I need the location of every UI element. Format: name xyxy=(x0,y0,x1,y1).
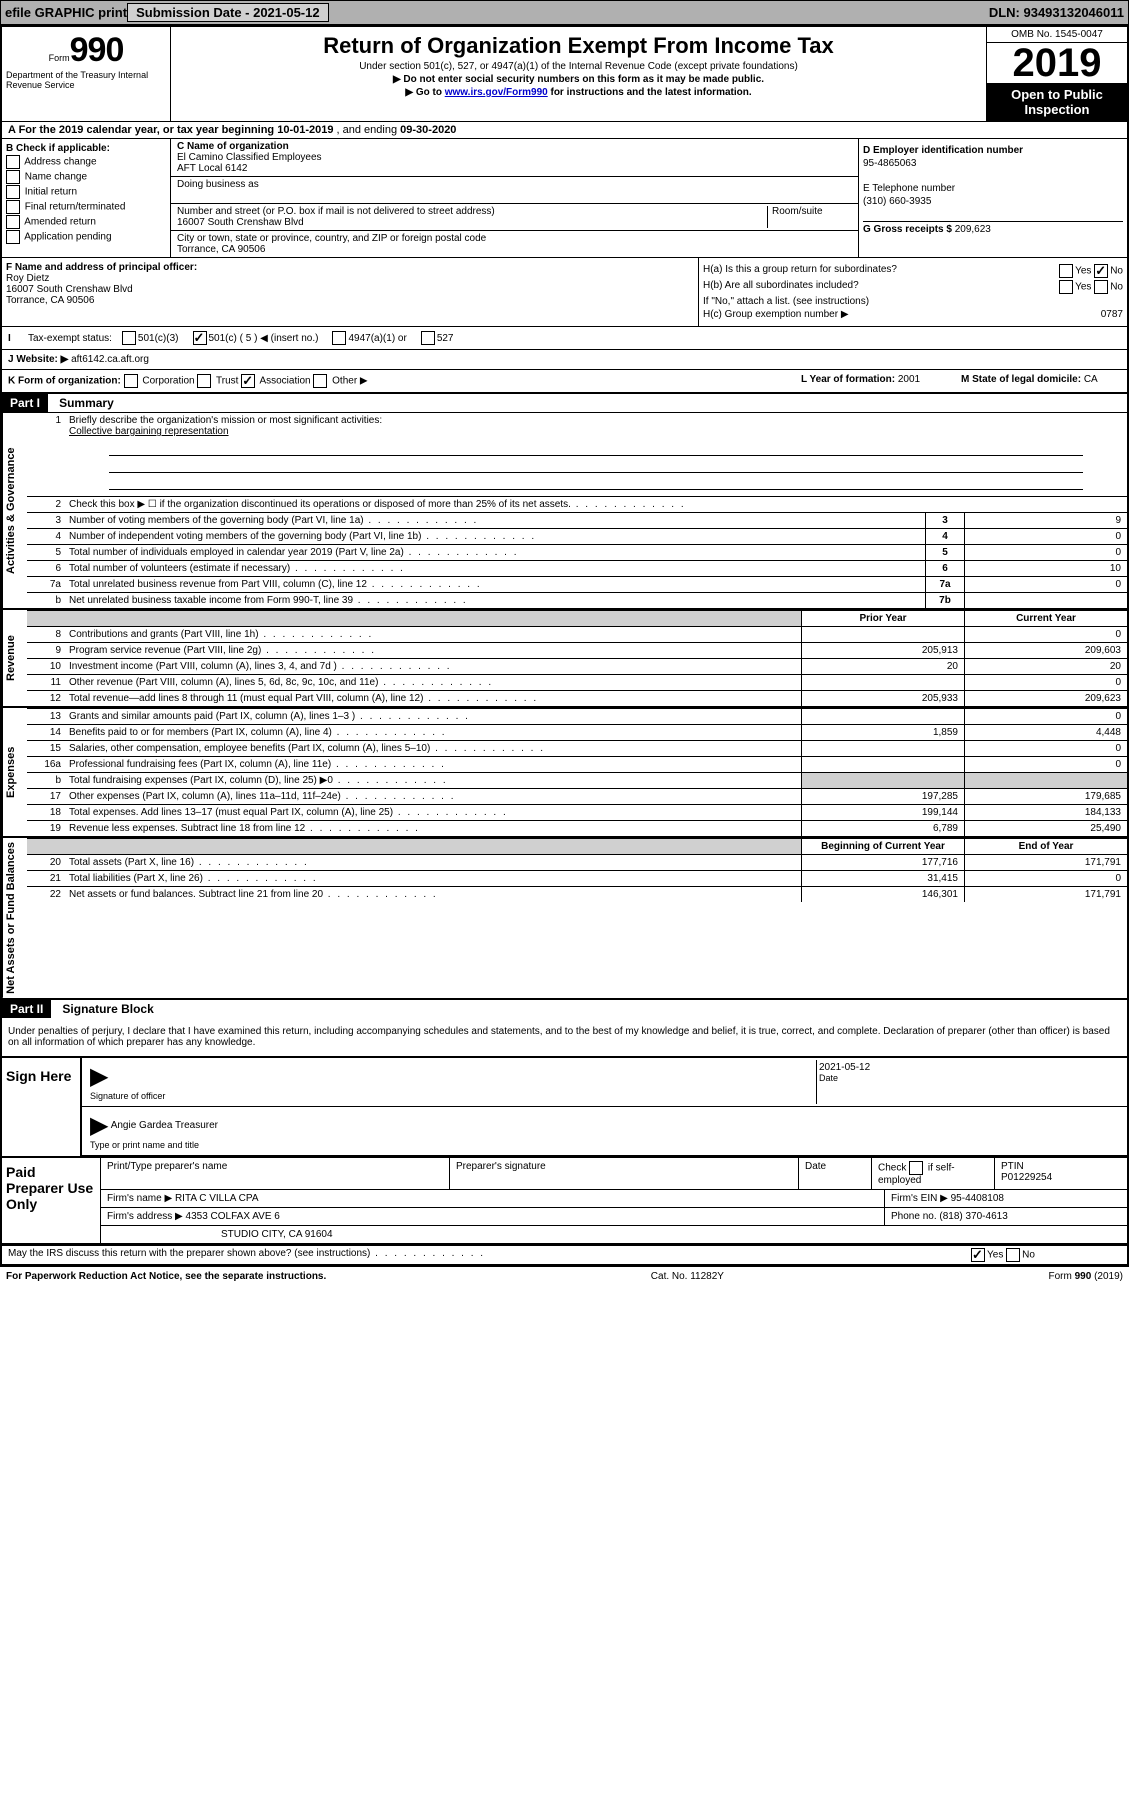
501c3-checkbox[interactable] xyxy=(122,331,136,345)
check-applicable-box: B Check if applicable: Address change Na… xyxy=(2,139,171,257)
initial-return-checkbox[interactable] xyxy=(6,185,20,199)
527-checkbox[interactable] xyxy=(421,331,435,345)
submission-date-button[interactable]: Submission Date - 2021-05-12 xyxy=(127,3,329,22)
subordinates-yes[interactable] xyxy=(1059,280,1073,294)
officer-name: Roy Dietz xyxy=(6,273,49,284)
form-number-box: Form990 Department of the Treasury Inter… xyxy=(2,27,171,121)
year-formation: 2001 xyxy=(898,374,920,385)
officer-signature-name: Angie Gardea Treasurer xyxy=(111,1120,218,1131)
signature-date: 2021-05-12 xyxy=(819,1062,870,1073)
name-change-checkbox[interactable] xyxy=(6,170,20,184)
subtitle-2: ▶ Do not enter social security numbers o… xyxy=(175,74,982,85)
city-state-zip: Torrance, CA 90506 xyxy=(177,244,265,255)
paperwork-notice: For Paperwork Reduction Act Notice, see … xyxy=(6,1271,326,1282)
phone: (310) 660-3935 xyxy=(863,196,1123,207)
state-domicile: CA xyxy=(1084,374,1098,385)
open-inspection: Open to Public Inspection xyxy=(987,83,1127,121)
application-pending-checkbox[interactable] xyxy=(6,230,20,244)
final-return-checkbox[interactable] xyxy=(6,200,20,214)
exemption-number: 0787 xyxy=(1101,309,1123,320)
subtitle-1: Under section 501(c), 527, or 4947(a)(1)… xyxy=(175,61,982,72)
other-checkbox[interactable] xyxy=(313,374,327,388)
form-container: Form990 Department of the Treasury Inter… xyxy=(0,25,1129,1267)
section-label: Activities & Governance xyxy=(2,413,27,608)
catalog-number: Cat. No. 11282Y xyxy=(651,1271,724,1282)
form-title: Return of Organization Exempt From Incom… xyxy=(175,33,982,59)
subordinates-no[interactable] xyxy=(1094,280,1108,294)
form-number: 990 xyxy=(70,31,124,69)
firm-name: RITA C VILLA CPA xyxy=(175,1193,259,1204)
line-a: A For the 2019 calendar year, or tax yea… xyxy=(2,122,1127,139)
dln-label: DLN: 93493132046011 xyxy=(989,5,1124,20)
corporation-checkbox[interactable] xyxy=(124,374,138,388)
firm-phone: (818) 370-4613 xyxy=(939,1211,1007,1222)
name-arrow-icon: ▶ xyxy=(90,1112,108,1139)
part-2-header: Part II xyxy=(2,1000,51,1018)
group-return-no[interactable] xyxy=(1094,264,1108,278)
street-address: 16007 South Crenshaw Blvd xyxy=(177,217,304,228)
org-name: El Camino Classified Employees xyxy=(177,152,322,163)
irs-link[interactable]: www.irs.gov/Form990 xyxy=(445,87,548,98)
dept-label: Department of the Treasury Internal Reve… xyxy=(6,70,166,90)
ptin: P01229254 xyxy=(1001,1172,1052,1183)
4947-checkbox[interactable] xyxy=(332,331,346,345)
trust-checkbox[interactable] xyxy=(197,374,211,388)
association-checkbox[interactable] xyxy=(241,374,255,388)
discuss-yes-checkbox[interactable] xyxy=(971,1248,985,1262)
signature-arrow-icon: ▶ xyxy=(90,1063,108,1090)
section-label: Net Assets or Fund Balances xyxy=(2,838,27,998)
section-label: Expenses xyxy=(2,708,27,836)
firm-ein: 95-4408108 xyxy=(951,1193,1004,1204)
tax-year: 2019 xyxy=(987,43,1127,83)
501c-checkbox[interactable] xyxy=(193,331,207,345)
ein: 95-4865063 xyxy=(863,158,1123,169)
address-change-checkbox[interactable] xyxy=(6,155,20,169)
efile-label: efile GRAPHIC print xyxy=(5,5,127,20)
paid-preparer-label: Paid Preparer Use Only xyxy=(2,1158,101,1243)
top-toolbar: efile GRAPHIC print Submission Date - 20… xyxy=(0,0,1129,25)
amended-return-checkbox[interactable] xyxy=(6,215,20,229)
declaration-text: Under penalties of perjury, I declare th… xyxy=(8,1026,1121,1048)
website: aft6142.ca.aft.org xyxy=(71,354,149,365)
section-label: Revenue xyxy=(2,610,27,706)
firm-address: 4353 COLFAX AVE 6 xyxy=(186,1211,280,1222)
self-employed-checkbox[interactable] xyxy=(909,1161,923,1175)
sign-here-label: Sign Here xyxy=(2,1058,82,1156)
group-return-yes[interactable] xyxy=(1059,264,1073,278)
gross-receipts: 209,623 xyxy=(955,224,991,235)
discuss-no-checkbox[interactable] xyxy=(1006,1248,1020,1262)
part-1-header: Part I xyxy=(2,394,48,412)
form-footer: Form 990 (2019) xyxy=(1049,1271,1123,1282)
